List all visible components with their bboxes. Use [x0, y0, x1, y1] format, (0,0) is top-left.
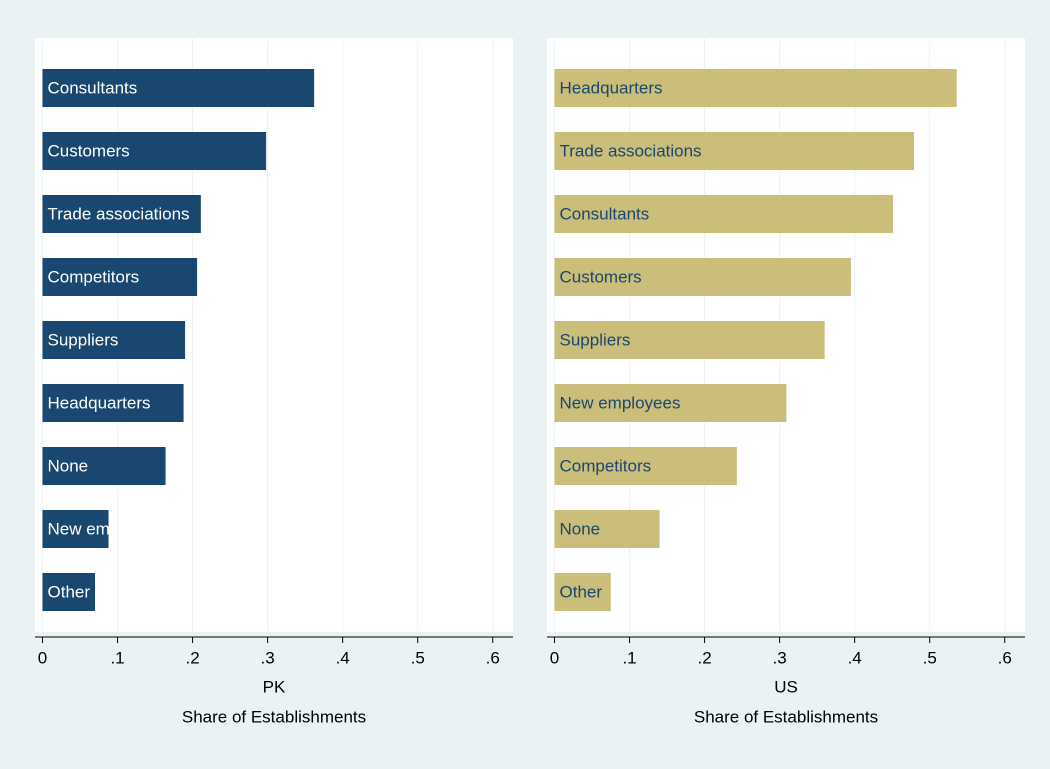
bar-label: Customers — [560, 267, 642, 286]
x-tick-label: 0 — [550, 648, 559, 667]
x-tick-label: .2 — [697, 648, 711, 667]
x-tick-label: .4 — [848, 648, 862, 667]
x-tick-label: .3 — [773, 648, 787, 667]
bar-label: Trade associations — [48, 204, 190, 223]
bar — [554, 195, 893, 233]
x-tick-label: .5 — [923, 648, 937, 667]
bar — [42, 69, 315, 107]
bar — [42, 258, 198, 296]
x-tick-label: .1 — [622, 648, 636, 667]
bar — [554, 384, 787, 422]
bar-label: Headquarters — [48, 393, 151, 412]
bar-label: Suppliers — [48, 330, 119, 349]
bar — [554, 573, 611, 611]
x-tick-label: .4 — [336, 648, 350, 667]
bar-label: Headquarters — [560, 78, 663, 97]
bar — [554, 69, 957, 107]
bar-label: Competitors — [560, 456, 652, 475]
bar-label: None — [48, 456, 89, 475]
bar-label: Suppliers — [560, 330, 631, 349]
bar — [42, 384, 184, 422]
bar — [42, 195, 201, 233]
x-tick-label: .3 — [261, 648, 275, 667]
bar-label: Trade associations — [560, 141, 702, 160]
x-tick-label: .1 — [110, 648, 124, 667]
x-tick-label: .5 — [411, 648, 425, 667]
bar — [42, 447, 166, 485]
bar — [42, 132, 267, 170]
bar-label: Other — [48, 582, 91, 601]
bar-label: Consultants — [48, 78, 138, 97]
bar — [554, 321, 825, 359]
bar — [554, 258, 851, 296]
bar-label: Other — [560, 582, 603, 601]
bar-label: New employees — [48, 519, 169, 538]
x-tick-label: .6 — [998, 648, 1012, 667]
bar — [554, 132, 914, 170]
bar-label: Customers — [48, 141, 130, 160]
panel-title: US — [774, 677, 798, 696]
x-tick-label: 0 — [38, 648, 47, 667]
bar-label: Competitors — [48, 267, 140, 286]
bar-label: Consultants — [560, 204, 650, 223]
x-tick-label: .6 — [486, 648, 500, 667]
panel-title: PK — [263, 677, 286, 696]
bar — [42, 321, 186, 359]
x-axis-title: Share of Establishments — [182, 707, 366, 726]
bar-label: New employees — [560, 393, 681, 412]
bar — [554, 510, 660, 548]
bar — [42, 573, 96, 611]
bar-label: None — [560, 519, 601, 538]
bar — [554, 447, 737, 485]
x-axis-title: Share of Establishments — [694, 707, 878, 726]
bar — [42, 510, 109, 548]
x-tick-label: .2 — [185, 648, 199, 667]
